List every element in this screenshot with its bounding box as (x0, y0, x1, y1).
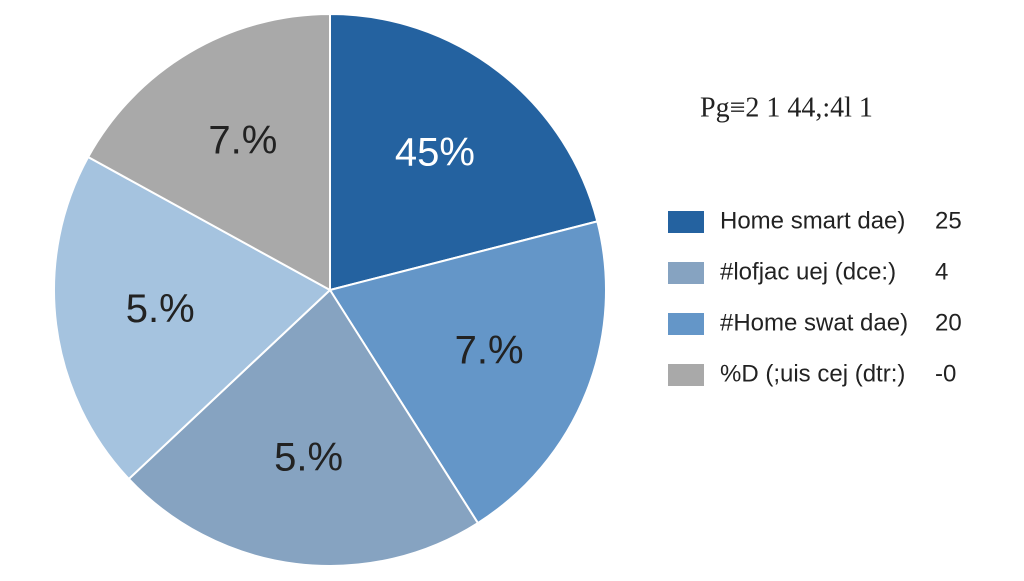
pie-slice (328, 220, 607, 525)
pie-slice (86, 12, 331, 292)
legend-number: 25 (935, 207, 962, 234)
slice-label: 45% (395, 130, 475, 174)
slice-label: 7.% (455, 329, 524, 373)
legend-label: #lofjac uej (dce:) (720, 258, 896, 285)
legend-label: Home smart dae) (720, 207, 905, 234)
legend-swatch (668, 211, 704, 233)
pie-slice (53, 155, 332, 481)
legend-label: %D (;uis cej (dtr:) (720, 360, 905, 387)
pie-slice (127, 288, 480, 567)
legend-swatch (668, 364, 704, 386)
slice-label: 5.% (126, 287, 195, 331)
legend-label: #Home swat dae) (720, 309, 908, 336)
slice-label: 7.% (208, 118, 277, 162)
legend-swatch (668, 262, 704, 284)
slice-label: 5.% (274, 435, 343, 479)
pie-slice (329, 12, 599, 292)
legend-number: -0 (935, 360, 956, 387)
legend-swatch (668, 313, 704, 335)
legend-number: 20 (935, 309, 962, 336)
chart-title: Pg≡2 1 44,:4l 1 (700, 92, 873, 123)
legend-number: 4 (935, 258, 948, 285)
